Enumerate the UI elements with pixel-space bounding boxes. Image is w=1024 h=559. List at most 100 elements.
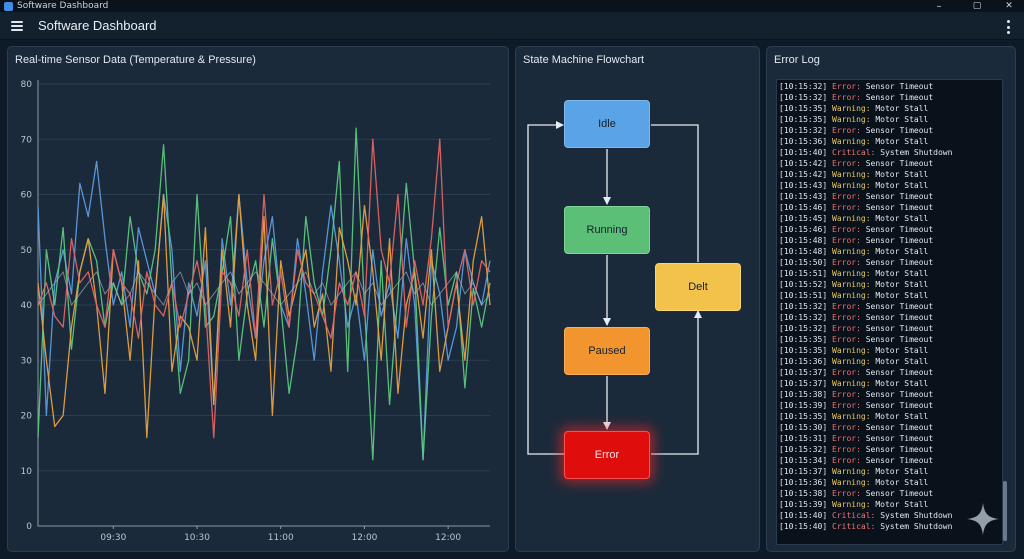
- log-level: Error:: [832, 445, 861, 454]
- log-level: Error:: [832, 313, 861, 322]
- log-message: Sensor Timeout: [865, 82, 934, 91]
- log-level: Warning:: [832, 269, 871, 278]
- log-message: Sensor Timeout: [865, 335, 934, 344]
- log-message: Sensor Timeout: [865, 93, 934, 102]
- scrollbar-thumb[interactable]: [1003, 481, 1007, 541]
- log-timestamp: [10:15:37]: [779, 467, 828, 476]
- log-timestamp: [10:15:38]: [779, 390, 828, 399]
- log-timestamp: [10:15:42]: [779, 170, 828, 179]
- log-entry: [10:15:45] Warning: Motor Stall: [779, 213, 952, 224]
- log-level: Error:: [832, 192, 861, 201]
- log-panel-title: Error Log: [774, 54, 820, 66]
- arrow-error-delt: [651, 310, 702, 455]
- log-level: Error:: [832, 126, 861, 135]
- log-message: Motor Stall: [875, 412, 929, 421]
- state-error[interactable]: Error: [564, 431, 650, 479]
- log-timestamp: [10:15:40]: [779, 511, 828, 520]
- state-idle[interactable]: Idle: [564, 100, 650, 148]
- state-machine-panel: State Machine Flowchart Idle Running Pau…: [515, 46, 760, 552]
- log-level: Error:: [832, 489, 861, 498]
- log-message: Sensor Timeout: [865, 126, 934, 135]
- log-entry: [10:15:36] Warning: Motor Stall: [779, 477, 952, 488]
- close-button[interactable]: ✕: [1005, 1, 1013, 11]
- log-entry: [10:15:35] Warning: Motor Stall: [779, 103, 952, 114]
- log-timestamp: [10:15:35]: [779, 104, 828, 113]
- log-entry: [10:15:48] Warning: Motor Stall: [779, 246, 952, 257]
- log-level: Critical:: [832, 522, 876, 531]
- log-message: Sensor Timeout: [865, 434, 934, 443]
- y-tick-label: 70: [21, 135, 33, 145]
- chart-axes: [37, 80, 490, 529]
- log-timestamp: [10:15:34]: [779, 456, 828, 465]
- log-entry: [10:15:43] Error: Sensor Timeout: [779, 191, 952, 202]
- log-timestamp: [10:15:35]: [779, 335, 828, 344]
- log-level: Error:: [832, 368, 861, 377]
- log-message: System Shutdown: [880, 148, 953, 157]
- log-entry: [10:15:38] Error: Sensor Timeout: [779, 488, 952, 499]
- log-level: Warning:: [832, 346, 871, 355]
- log-message: Sensor Timeout: [865, 302, 934, 311]
- chart-panel-title: Real-time Sensor Data (Temperature & Pre…: [15, 54, 256, 66]
- log-timestamp: [10:15:40]: [779, 522, 828, 531]
- state-running[interactable]: Running: [564, 206, 650, 254]
- log-level: Warning:: [832, 247, 871, 256]
- app-icon: [4, 1, 13, 11]
- log-message: Motor Stall: [875, 291, 929, 300]
- log-level: Warning:: [832, 181, 871, 190]
- log-entry: [10:15:31] Error: Sensor Timeout: [779, 433, 952, 444]
- state-paused[interactable]: Paused: [564, 327, 650, 375]
- log-level: Warning:: [832, 357, 871, 366]
- y-tick-label: 20: [21, 412, 33, 422]
- log-message: Motor Stall: [875, 170, 929, 179]
- log-timestamp: [10:15:32]: [779, 126, 828, 135]
- log-message: Sensor Timeout: [865, 203, 934, 212]
- log-output[interactable]: [10:15:32] Error: Sensor Timeout [10:15:3…: [776, 79, 1003, 545]
- log-timestamp: [10:15:50]: [779, 258, 828, 267]
- log-timestamp: [10:15:40]: [779, 148, 828, 157]
- log-timestamp: [10:15:43]: [779, 192, 828, 201]
- menu-icon[interactable]: [11, 20, 23, 31]
- log-entry: [10:15:32] Error: Sensor Timeout: [779, 444, 952, 455]
- x-tick-label: 11:00: [268, 533, 294, 543]
- log-entry: [10:15:42] Error: Sensor Timeout: [779, 158, 952, 169]
- log-level: Error:: [832, 335, 861, 344]
- log-timestamp: [10:15:30]: [779, 423, 828, 432]
- y-tick-label: 0: [26, 522, 32, 532]
- flowchart-connectors: [527, 121, 702, 455]
- maximize-button[interactable]: ▢: [972, 1, 982, 11]
- y-tick-label: 30: [21, 356, 33, 366]
- log-entry: [10:15:46] Error: Sensor Timeout: [779, 202, 952, 213]
- log-entry: [10:15:48] Error: Sensor Timeout: [779, 235, 952, 246]
- chart-series: [37, 127, 491, 461]
- log-message: Motor Stall: [875, 346, 929, 355]
- log-scrollbar[interactable]: [1002, 79, 1008, 545]
- log-message: Motor Stall: [875, 269, 929, 278]
- log-timestamp: [10:15:36]: [779, 137, 828, 146]
- more-options-icon[interactable]: [1006, 20, 1010, 34]
- chart-grid: [38, 83, 490, 472]
- log-entry: [10:15:42] Warning: Motor Stall: [779, 169, 952, 180]
- series-line-2: [37, 127, 491, 461]
- log-level: Critical:: [832, 511, 876, 520]
- error-log-panel: Error Log [10:15:32] Error: Sensor Timeo…: [766, 46, 1016, 552]
- minimize-button[interactable]: –: [936, 0, 942, 12]
- series-line-4: [37, 138, 491, 439]
- log-entry: [10:15:38] Error: Sensor Timeout: [779, 389, 952, 400]
- log-entry: [10:15:32] Error: Sensor Timeout: [779, 301, 952, 312]
- y-tick-labels: 0 10 20 30 40 50 60 70 80: [21, 80, 33, 532]
- x-tick-label: 09:30: [100, 533, 126, 543]
- y-tick-label: 10: [21, 467, 33, 477]
- log-level: Error:: [832, 456, 861, 465]
- log-level: Warning:: [832, 280, 871, 289]
- log-level: Error:: [832, 159, 861, 168]
- state-delt[interactable]: Delt: [655, 263, 741, 311]
- log-level: Error:: [832, 82, 861, 91]
- log-message: Sensor Timeout: [865, 258, 934, 267]
- log-timestamp: [10:15:46]: [779, 203, 828, 212]
- log-message: Motor Stall: [875, 247, 929, 256]
- log-timestamp: [10:15:37]: [779, 368, 828, 377]
- log-entry: [10:15:35] Warning: Motor Stall: [779, 411, 952, 422]
- log-entry: [10:15:34] Error: Sensor Timeout: [779, 455, 952, 466]
- x-tick-labels: 09:30 10:30 11:00 12:00 12:00: [100, 533, 461, 543]
- log-timestamp: [10:15:37]: [779, 379, 828, 388]
